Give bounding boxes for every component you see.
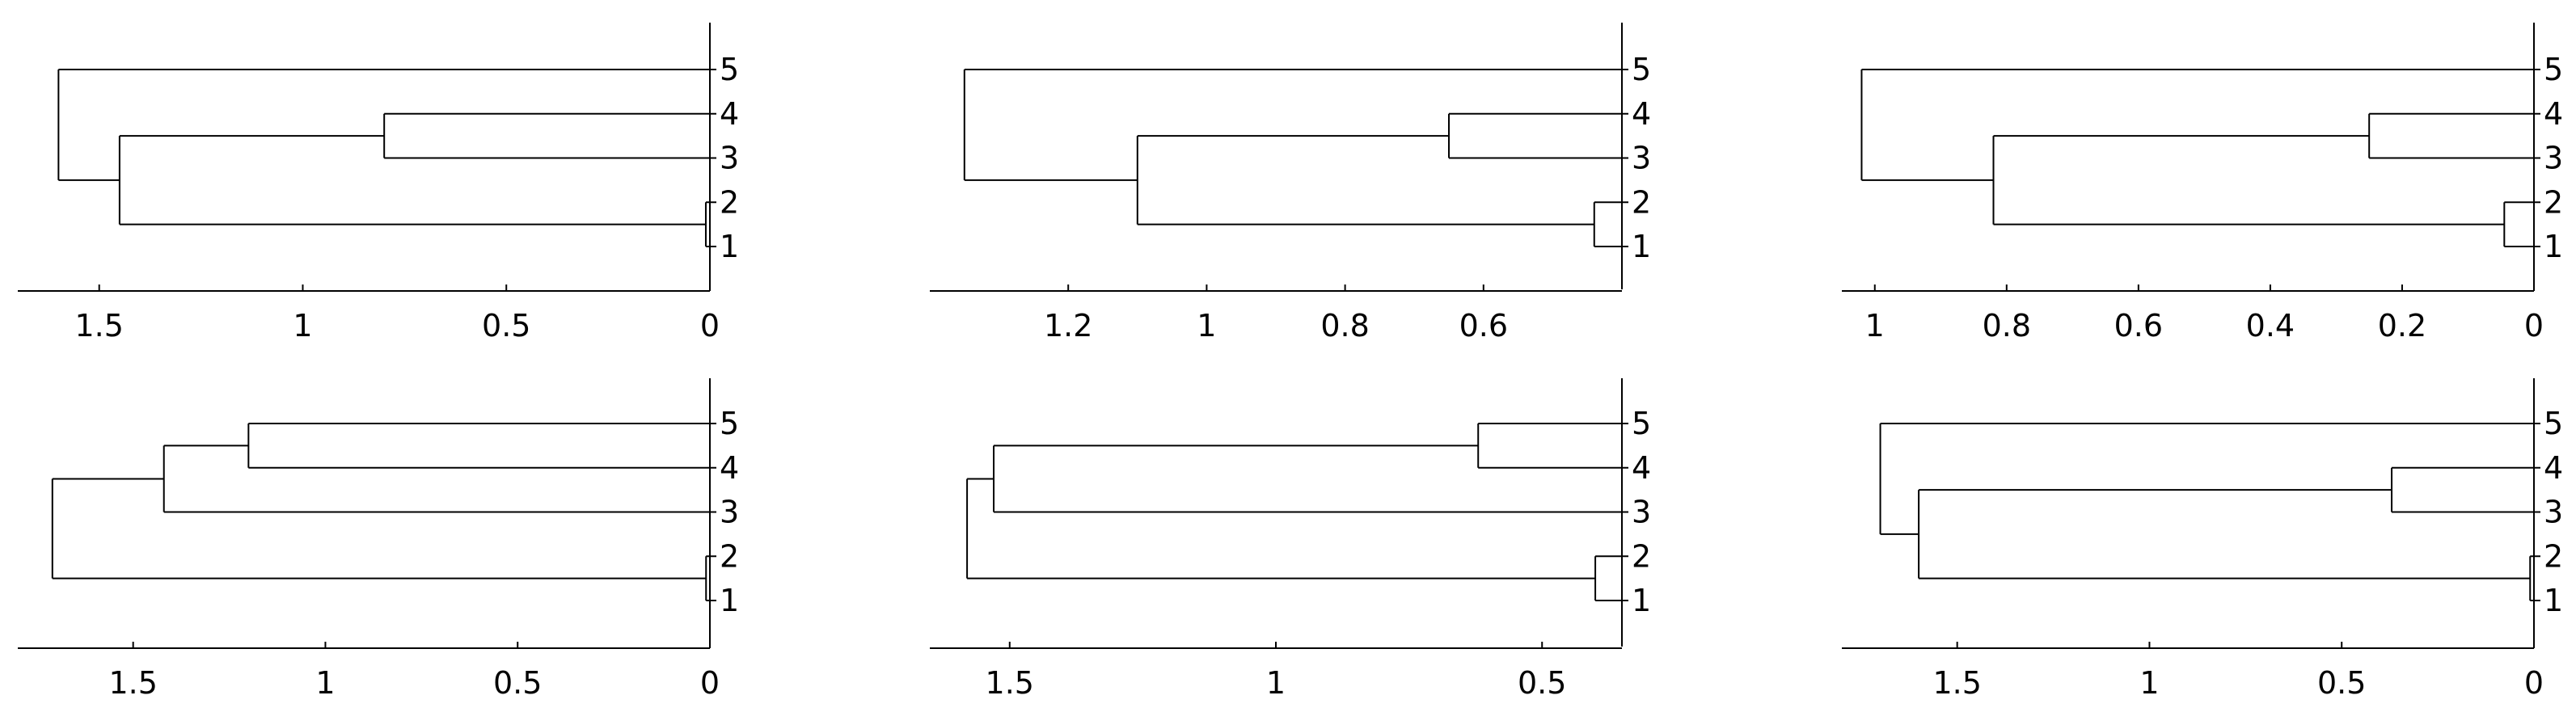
leaf-label: 3 — [720, 141, 739, 176]
leaf-label: 4 — [1632, 96, 1651, 132]
x-tick-label: 1.5 — [1932, 665, 1981, 701]
x-tick-label: 0.8 — [1320, 308, 1369, 343]
x-tick-label: 0.5 — [1518, 665, 1566, 701]
x-tick-label: 0.5 — [2317, 665, 2366, 701]
leaf-label: 4 — [2544, 450, 2563, 486]
x-tick-label: 0.5 — [493, 665, 542, 701]
leaf-label: 4 — [720, 450, 739, 486]
leaf-label: 5 — [720, 52, 739, 87]
dendrogram-panel-4: 1 2 3 4 5 1.5 1 0.5 0 — [18, 378, 739, 701]
leaf-label: 1 — [720, 229, 739, 264]
x-tick-label: 1 — [293, 308, 312, 343]
x-tick-label: 1 — [1865, 308, 1885, 343]
dendrogram-panel-1: 1 2 3 4 5 1.5 1 0.5 0 — [18, 23, 739, 343]
leaf-label: 3 — [1632, 495, 1651, 530]
leaf-label: 1 — [2544, 229, 2563, 264]
dendrogram-panel-6: 1 2 3 4 5 1.5 1 0.5 0 — [1842, 378, 2563, 701]
leaf-label: 5 — [1632, 52, 1651, 87]
leaf-label: 3 — [2544, 141, 2563, 176]
leaf-label: 5 — [2544, 52, 2563, 87]
x-tick-label: 0.4 — [2246, 308, 2295, 343]
x-tick-label: 0 — [700, 665, 720, 701]
x-tick-label: 0.5 — [482, 308, 530, 343]
leaf-label: 3 — [1632, 141, 1651, 176]
x-tick-label: 1.5 — [74, 308, 123, 343]
x-tick-label: 0.8 — [1983, 308, 2031, 343]
x-tick-label: 1 — [1197, 308, 1216, 343]
leaf-label: 3 — [720, 495, 739, 530]
x-tick-label: 1 — [1266, 665, 1286, 701]
x-tick-label: 1.5 — [108, 665, 157, 701]
x-tick-label: 0.2 — [2378, 308, 2426, 343]
x-tick-label: 0 — [700, 308, 720, 343]
x-tick-label: 0 — [2524, 308, 2544, 343]
x-tick-label: 0.6 — [1459, 308, 1508, 343]
x-tick-label: 1 — [315, 665, 335, 701]
x-tick-label: 1.5 — [986, 665, 1034, 701]
leaf-label: 1 — [1632, 229, 1651, 264]
leaf-label: 4 — [2544, 96, 2563, 132]
x-tick-label: 0 — [2524, 665, 2544, 701]
leaf-label: 1 — [720, 583, 739, 618]
x-tick-label: 1 — [2139, 665, 2159, 701]
dendrogram-panel-3: 1 2 3 4 5 1 0.8 0.6 0.4 0.2 0 — [1842, 23, 2563, 343]
leaf-label: 3 — [2544, 495, 2563, 530]
leaf-label: 1 — [2544, 583, 2563, 618]
leaf-label: 2 — [1632, 538, 1651, 574]
x-tick-label: 1.2 — [1044, 308, 1092, 343]
leaf-label: 2 — [2544, 184, 2563, 220]
leaf-label: 4 — [1632, 450, 1651, 486]
dendrogram-panel-2: 1 2 3 4 5 1.2 1 0.8 0.6 — [930, 23, 1651, 343]
leaf-label: 2 — [2544, 538, 2563, 574]
leaf-label: 1 — [1632, 583, 1651, 618]
leaf-label: 2 — [1632, 184, 1651, 220]
leaf-label: 2 — [720, 538, 739, 574]
leaf-label: 4 — [720, 96, 739, 132]
leaf-label: 5 — [2544, 406, 2563, 441]
leaf-label: 2 — [720, 184, 739, 220]
leaf-label: 5 — [720, 406, 739, 441]
x-tick-label: 0.6 — [2114, 308, 2163, 343]
leaf-label: 5 — [1632, 406, 1651, 441]
dendrogram-panel-5: 1 2 3 4 5 1.5 1 0.5 — [930, 378, 1651, 701]
